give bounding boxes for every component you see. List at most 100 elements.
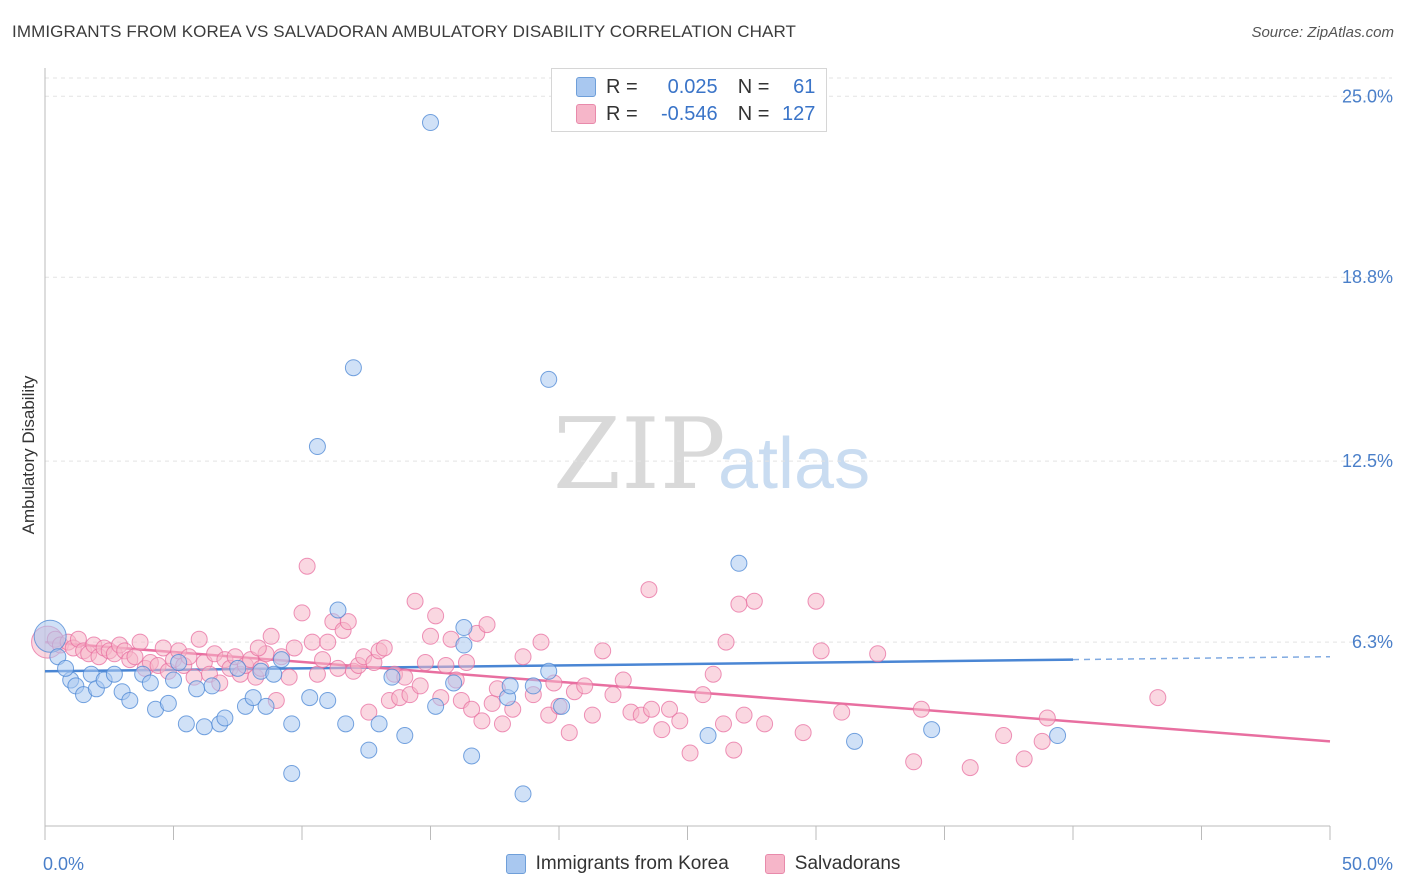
point-salvadoran [457,654,475,672]
y-axis-title: Ambulatory Disability [19,375,38,534]
point-salvadoran [308,665,326,683]
gridlines [45,77,1392,643]
point-korea [159,694,177,712]
point-korea [141,674,159,692]
point-salvadoran [532,633,550,651]
legend-n-value: 127 [782,102,816,125]
point-salvadoran [576,677,594,695]
legend-n-label: N = [737,102,770,125]
point-salvadoran [614,671,632,689]
point-salvadoran [285,639,303,657]
point-korea [923,721,941,739]
point-korea [344,359,362,377]
watermark-atlas: atlas [718,424,870,504]
point-korea [257,697,275,715]
point-salvadoran [280,668,298,686]
point-salvadoran [190,630,208,648]
point-salvadoran [293,604,311,622]
point-korea [49,648,67,666]
point-salvadoran [714,715,732,733]
point-salvadoran [427,607,445,625]
point-korea [422,114,439,132]
legend-swatch-korea [576,77,596,97]
point-salvadoran [463,700,481,718]
point-salvadoran [514,648,532,666]
point-korea [265,665,283,683]
point-salvadoran [730,595,748,613]
point-korea [524,677,542,695]
point-salvadoran [411,677,429,695]
point-salvadoran [995,727,1013,745]
point-korea [308,438,326,456]
point-salvadoran [406,592,424,610]
trend-line-korea-extension [1072,655,1331,661]
point-salvadoran [694,686,712,704]
point-salvadoran [661,700,679,718]
data-points [31,114,1167,803]
y-tick-label: 12.5% [1342,451,1393,471]
point-salvadoran [725,741,743,759]
point-korea [514,785,532,803]
point-salvadoran [643,700,661,718]
point-salvadoran [1033,732,1051,750]
point-salvadoran [422,627,439,645]
point-korea [272,651,290,669]
point-korea [229,659,247,677]
point-salvadoran [1015,750,1033,768]
point-korea [105,665,123,683]
point-salvadoran [717,633,735,651]
point-salvadoran [329,659,347,677]
point-salvadoran [478,616,496,634]
point-korea [396,727,414,745]
point-salvadoran [131,633,149,651]
point-korea [540,662,558,680]
point-salvadoran [262,627,280,645]
point-korea [455,619,473,637]
point-korea [360,741,378,759]
point-korea [370,715,388,733]
legend-swatch-korea [505,854,526,874]
stats-legend: R = 0.025 N = 61 R = -0.546 N = 127 [551,68,827,132]
point-korea [540,370,558,388]
point-korea [383,668,401,686]
point-salvadoran [319,633,337,651]
point-korea [283,715,301,733]
point-salvadoran [807,592,825,610]
point-korea [283,764,301,782]
legend-row-korea: R = 0.025 N = 61 [576,74,815,100]
point-salvadoran [303,633,321,651]
point-salvadoran [375,639,393,657]
point-korea [553,697,571,715]
point-salvadoran [905,753,923,771]
legend-r-value: 0.025 [667,75,718,98]
point-korea [57,659,75,677]
legend-n-label: N = [737,75,770,98]
y-tick-label: 18.8% [1342,267,1393,287]
point-korea [188,680,206,698]
y-tick-label: 6.3% [1352,632,1393,652]
point-korea [337,715,355,733]
point-salvadoran [961,759,979,777]
point-salvadoran [833,703,851,721]
point-korea [501,677,519,695]
point-salvadoran [360,703,378,721]
point-korea [121,691,139,709]
point-salvadoran [794,724,812,742]
point-korea [463,747,481,765]
point-salvadoran [416,654,434,672]
legend-r-value: -0.546 [660,102,718,125]
point-korea [195,718,213,736]
point-salvadoran [912,700,930,718]
x-tick-label: 50.0% [1342,854,1393,874]
point-salvadoran [1038,709,1056,727]
point-korea [1049,727,1067,745]
point-korea [699,727,717,745]
point-korea [427,697,445,715]
point-korea [203,677,221,695]
legend-row-salvadoran: R = -0.546 N = 127 [576,101,815,127]
point-salvadoran [671,712,689,730]
point-salvadoran [869,645,887,663]
point-salvadoran [314,651,332,669]
point-korea [445,674,463,692]
source-label: Source: ZipAtlas.com [1251,24,1394,41]
